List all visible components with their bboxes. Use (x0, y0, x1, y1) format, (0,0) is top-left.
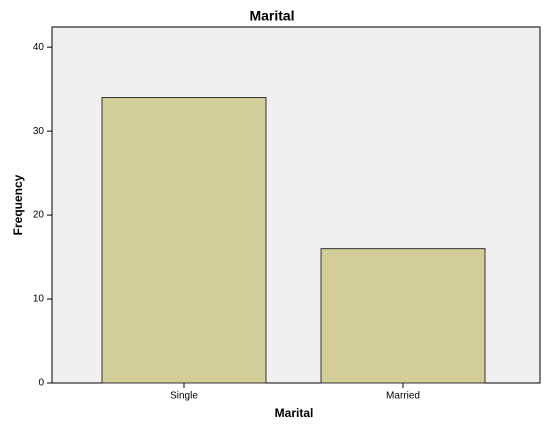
y-tick-label: 10 (33, 294, 45, 305)
y-tick-label: 20 (33, 210, 45, 221)
y-tick-label: 40 (33, 42, 45, 53)
y-tick-label: 30 (33, 126, 45, 137)
chart-title: Marital (249, 8, 294, 24)
y-axis-title: Frequency (11, 174, 25, 235)
bar (101, 97, 267, 384)
x-tick-label: Single (170, 391, 198, 402)
bar (320, 248, 486, 384)
x-tick-label: Married (386, 391, 420, 402)
y-tick-label: 0 (38, 378, 44, 389)
x-axis-title: Marital (275, 406, 314, 420)
